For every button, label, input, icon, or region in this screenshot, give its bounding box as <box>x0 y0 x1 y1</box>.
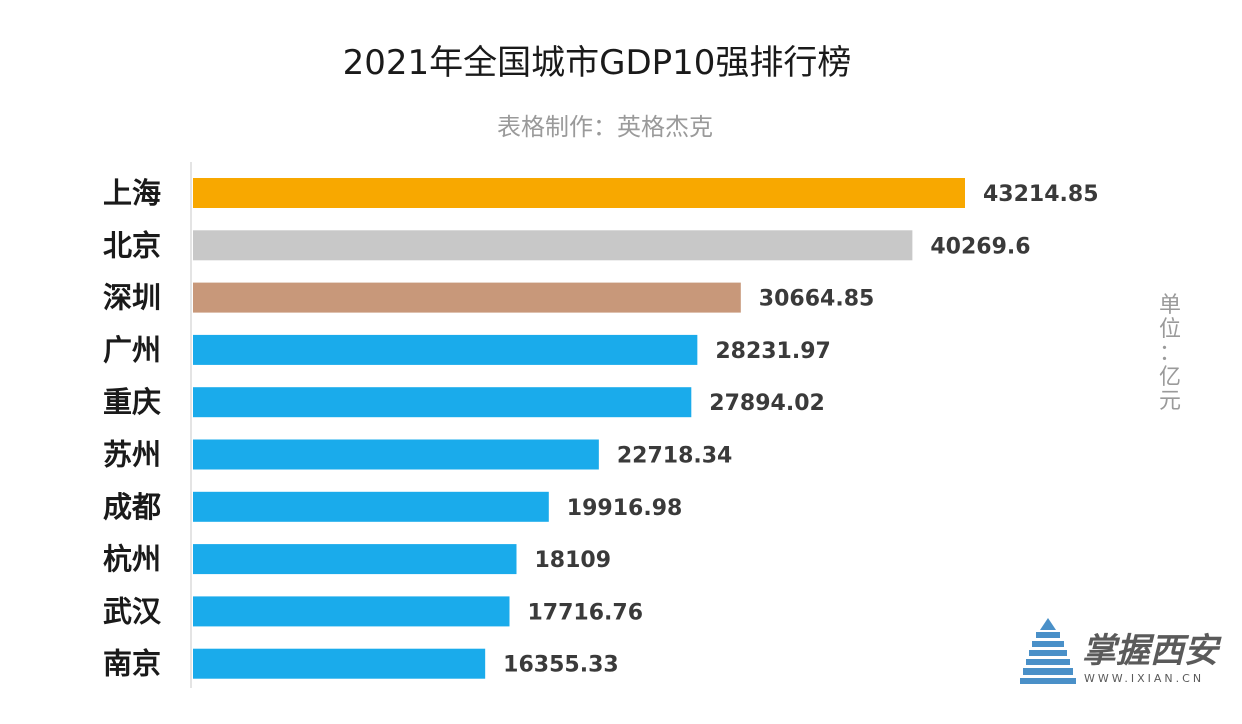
unit-char: 单 <box>1159 293 1181 318</box>
category-label: 南京 <box>103 647 161 681</box>
unit-char: ： <box>1159 341 1181 366</box>
unit-char: 元 <box>1159 389 1181 414</box>
bar <box>193 230 913 261</box>
value-label: 17716.76 <box>527 600 643 625</box>
value-label: 27894.02 <box>709 391 825 416</box>
value-label: 16355.33 <box>503 653 619 678</box>
bar <box>193 648 486 679</box>
category-label: 苏州 <box>103 438 161 472</box>
chart-subtitle: 表格制作：英格杰克 <box>497 113 713 141</box>
category-label: 重庆 <box>103 385 161 419</box>
bar <box>193 178 965 208</box>
bar <box>193 544 517 575</box>
watermark-name: 掌握西安 <box>1082 631 1222 671</box>
unit-char: 位 <box>1159 317 1181 342</box>
watermark-url: WWW.IXIAN.CN <box>1084 672 1204 685</box>
bar <box>193 334 698 365</box>
bar <box>193 387 692 418</box>
value-label: 28231.97 <box>715 339 831 364</box>
chart-title: 2021年全国城市GDP10强排行榜 <box>343 43 852 83</box>
bar <box>193 596 510 627</box>
bar <box>193 439 599 470</box>
value-label: 43214.85 <box>983 182 1099 207</box>
value-label: 22718.34 <box>617 444 733 469</box>
category-label: 广州 <box>103 333 161 367</box>
value-label: 19916.98 <box>567 496 683 521</box>
category-label: 杭州 <box>103 542 161 576</box>
category-label: 北京 <box>103 228 161 262</box>
category-label: 上海 <box>103 176 161 210</box>
value-label: 30664.85 <box>759 287 875 312</box>
pagoda-icon <box>1020 618 1076 684</box>
bar <box>193 491 549 522</box>
bar <box>193 282 741 313</box>
unit-char: 亿 <box>1159 365 1181 390</box>
watermark: 掌握西安 WWW.IXIAN.CN <box>1020 618 1222 685</box>
category-label: 武汉 <box>103 594 162 628</box>
category-label: 深圳 <box>103 281 161 315</box>
value-label: 18109 <box>535 548 612 573</box>
unit-label: 单位：亿元 <box>1159 293 1181 414</box>
value-label: 40269.6 <box>930 234 1030 259</box>
category-label: 成都 <box>103 490 161 524</box>
bars-group: 上海 43214.85 北京 40269.6 深圳 30664.85 广州 28231.97 重… <box>103 176 1099 681</box>
